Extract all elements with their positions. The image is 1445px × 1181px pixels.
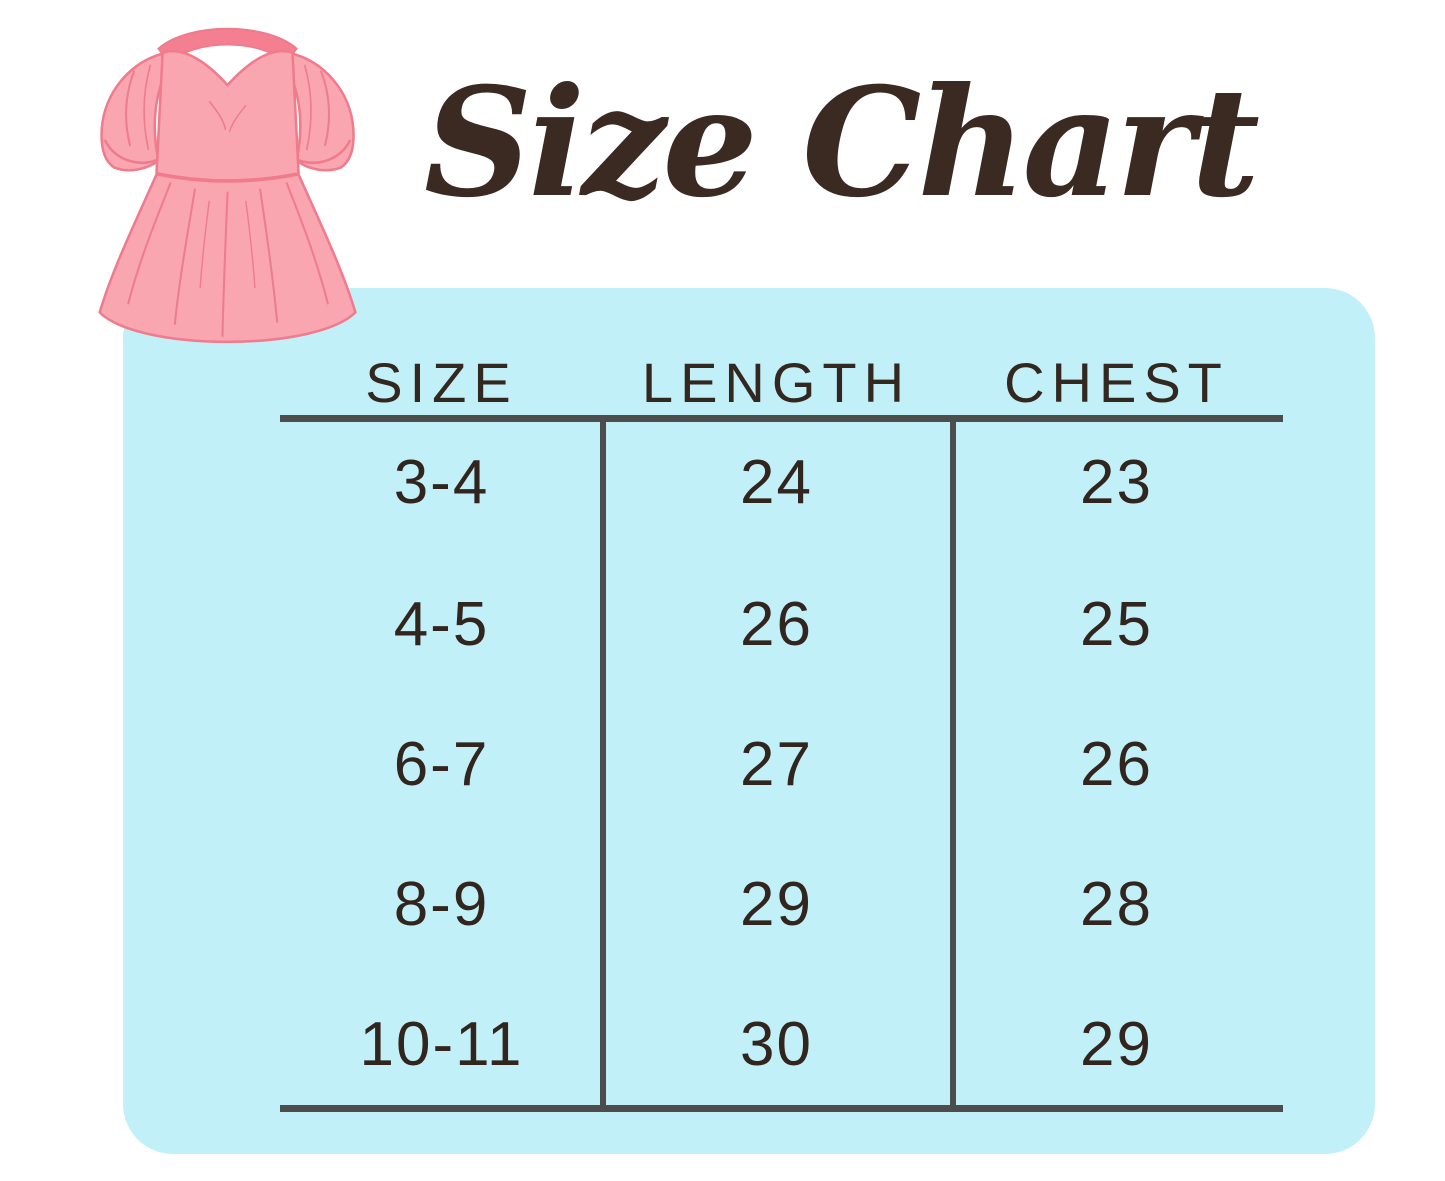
- chest-value: 26: [1080, 730, 1153, 799]
- length-value: 27: [740, 730, 813, 799]
- table-column-divider-2: [950, 415, 956, 1112]
- column-header-length: LENGTH: [641, 351, 912, 414]
- page-title: Size Chart: [423, 55, 1260, 231]
- table-row: 4-5 26 25: [280, 589, 1283, 661]
- table-row: 10-11 30 29: [280, 1009, 1283, 1081]
- chest-value: 25: [1080, 590, 1153, 659]
- chest-value: 28: [1080, 870, 1153, 939]
- table-column-divider-1: [600, 415, 606, 1112]
- size-value: 8-9: [393, 870, 490, 939]
- column-header-chest: CHEST: [1004, 351, 1229, 414]
- table-bottom-border: [280, 1105, 1283, 1112]
- table-row: 8-9 29 28: [280, 869, 1283, 941]
- table-panel: [123, 288, 1375, 1154]
- chest-value: 29: [1080, 1010, 1153, 1079]
- chest-value: 23: [1080, 448, 1153, 517]
- pink-dress-illustration: [98, 27, 357, 344]
- table-row: 6-7 27 26: [280, 729, 1283, 801]
- pink-dress-icon: [52, 8, 397, 353]
- length-value: 29: [740, 870, 813, 939]
- size-value: 6-7: [393, 730, 490, 799]
- table-row: 3-4 24 23: [280, 447, 1283, 519]
- length-value: 24: [740, 448, 813, 517]
- table-header-divider: [280, 415, 1283, 422]
- length-value: 26: [740, 590, 813, 659]
- size-value: 4-5: [393, 590, 490, 659]
- size-value: 3-4: [393, 448, 490, 517]
- size-value: 10-11: [359, 1010, 524, 1079]
- column-header-size: SIZE: [365, 351, 518, 414]
- table-header-row: SIZE LENGTH CHEST: [280, 347, 1283, 419]
- length-value: 30: [740, 1010, 813, 1079]
